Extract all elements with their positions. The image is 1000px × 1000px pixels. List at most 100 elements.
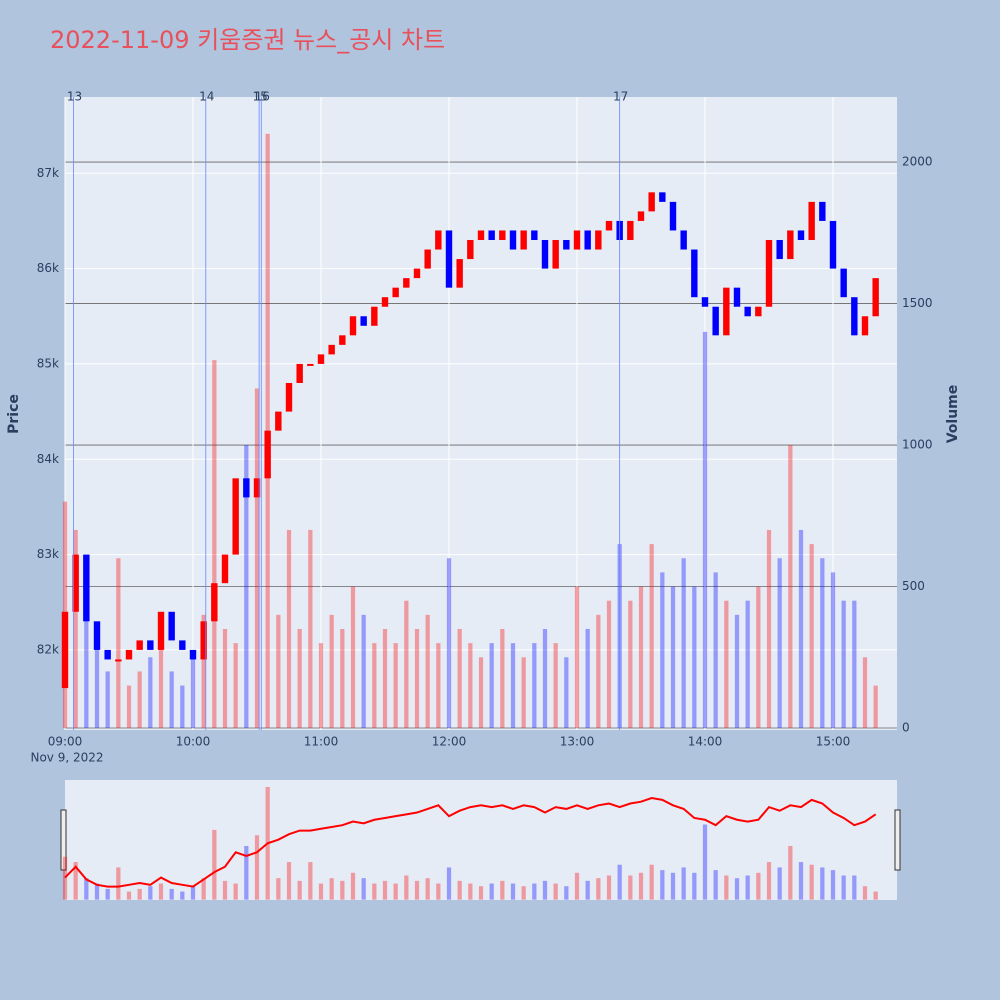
candle <box>744 306 751 317</box>
volume-bar-mini <box>766 862 772 900</box>
y2-axis-title: Volume <box>945 385 961 444</box>
range-handle[interactable] <box>894 809 901 871</box>
volume-bar-mini <box>361 878 366 900</box>
candle <box>125 649 133 660</box>
volume-bar <box>542 628 548 729</box>
x-tick-label: 10:00 <box>176 735 211 749</box>
y2-tick-label: 0 <box>902 721 910 735</box>
volume-bar-mini <box>254 835 260 900</box>
volume-bar <box>84 614 89 729</box>
volume-bar-mini <box>94 883 100 900</box>
volume-bar <box>500 628 505 729</box>
volume-bar-mini <box>329 878 334 900</box>
volume-bar-mini <box>73 862 78 900</box>
candle <box>829 220 837 269</box>
candle <box>456 259 463 288</box>
candle <box>360 316 367 326</box>
volume-bar <box>414 628 420 729</box>
volume-bar <box>201 614 206 729</box>
volume-bar <box>788 445 793 729</box>
volume-bar-mini <box>841 875 846 900</box>
candle <box>509 230 517 250</box>
candle <box>648 192 655 212</box>
volume-bar-mini <box>649 864 654 900</box>
volume-bar <box>734 614 740 729</box>
volume-bar <box>713 572 718 729</box>
volume-bar <box>105 671 110 729</box>
y-tick-label: 84k <box>37 452 59 466</box>
candle <box>787 230 794 260</box>
volume-bar <box>756 586 761 729</box>
volume-bar <box>286 529 292 729</box>
volume-bar <box>670 586 676 729</box>
candle <box>339 335 346 345</box>
y2-tick-label: 1000 <box>902 438 933 452</box>
candle <box>317 354 325 364</box>
candle <box>701 297 709 307</box>
volume-bar <box>297 628 302 729</box>
candle <box>851 297 858 336</box>
range-slider[interactable] <box>65 780 897 900</box>
volume-bar <box>372 643 377 729</box>
candle <box>115 659 122 662</box>
volume-bar-mini <box>852 875 857 900</box>
volume-bar-mini <box>862 886 868 900</box>
candle <box>83 554 90 622</box>
volume-bar <box>585 628 590 729</box>
candle <box>477 230 485 240</box>
x-tick-label: 11:00 <box>304 735 339 749</box>
volume-bar-mini <box>564 886 569 900</box>
candle <box>435 230 442 250</box>
news-label: 16 <box>255 90 270 104</box>
volume-bar-mini <box>692 872 697 900</box>
volume-bar <box>596 614 601 729</box>
volume-bar <box>532 643 537 729</box>
volume-bar <box>478 657 484 729</box>
volume-bar-mini <box>286 862 292 900</box>
chart-title: 2022-11-09 키움증권 뉴스_공시 차트 <box>50 26 445 54</box>
volume-bar <box>798 529 804 729</box>
candle <box>179 640 186 650</box>
volume-bar <box>180 685 185 729</box>
volume-bar-mini <box>670 872 676 900</box>
range-handle[interactable] <box>60 809 67 871</box>
candle <box>403 278 410 288</box>
candle <box>371 306 378 326</box>
candle <box>445 230 453 288</box>
volume-bar <box>212 360 217 729</box>
candle <box>776 239 783 260</box>
volume-bar <box>809 544 814 729</box>
volume-bar <box>126 685 132 729</box>
y-tick-label: 83k <box>37 547 59 561</box>
candle <box>221 554 229 584</box>
volume-bar <box>457 628 462 729</box>
volume-bar <box>393 643 398 729</box>
candle <box>307 363 314 366</box>
volume-bar <box>489 643 494 729</box>
volume-bar <box>681 558 686 729</box>
volume-bar-mini <box>585 880 590 900</box>
candle <box>168 611 175 641</box>
volume-bar-mini <box>457 880 462 900</box>
volume-bar-mini <box>500 880 505 900</box>
candle <box>808 201 815 240</box>
volume-bar <box>436 643 441 729</box>
candle <box>253 478 261 498</box>
y-tick-label: 86k <box>37 261 59 275</box>
volume-bar-mini <box>126 891 132 900</box>
y2-tick-label: 1500 <box>902 296 933 310</box>
volume-bar-mini <box>830 870 836 900</box>
volume-bar-mini <box>809 864 814 900</box>
volume-bar-mini <box>478 886 484 900</box>
volume-bar-mini <box>201 878 206 900</box>
volume-bar-mini <box>116 867 121 900</box>
volume-bar <box>852 600 857 729</box>
volume-bar <box>649 544 654 729</box>
volume-bar-mini <box>489 883 494 900</box>
volume-bar <box>276 614 281 729</box>
volume-bar-mini <box>340 880 345 900</box>
y-tick-label: 82k <box>37 642 59 656</box>
candle <box>552 239 559 269</box>
volume-bar-mini <box>393 883 398 900</box>
